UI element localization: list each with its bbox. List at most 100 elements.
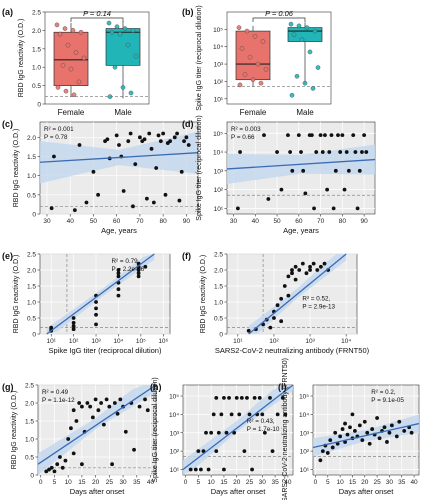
data-point	[290, 168, 295, 173]
data-point	[179, 169, 184, 174]
data-point	[163, 192, 168, 197]
y-tick-label: 10²	[214, 187, 224, 194]
data-point	[71, 408, 76, 413]
data-point	[116, 274, 121, 279]
y-tick-label: 0.5	[214, 316, 223, 323]
x-tick-label: 15	[78, 479, 86, 486]
y-axis-label: RBD IgG reactivity (O.D.)	[18, 19, 25, 98]
data-point	[325, 187, 330, 192]
data-point	[71, 451, 76, 456]
x-tick-label: 25	[373, 479, 381, 486]
data-point	[216, 430, 221, 435]
data-point	[365, 430, 370, 435]
data-point	[338, 434, 343, 439]
panel-e: (e) 0 0.5 1.0 1.5 2.0 2.5 RBD IgG reactivity (O…	[2, 251, 171, 355]
data-point	[293, 277, 298, 282]
data-point	[93, 397, 98, 402]
x-axis-label: Days after onset	[70, 487, 126, 496]
data-point	[214, 395, 219, 400]
data-point	[320, 150, 325, 154]
data-point	[328, 438, 333, 443]
x-tick-label: 25	[246, 479, 254, 486]
data-point	[409, 430, 414, 435]
data-point	[71, 320, 76, 325]
data-point	[327, 150, 332, 154]
data-point	[115, 411, 120, 416]
panel-label: (f)	[182, 251, 191, 261]
data-point	[71, 327, 76, 332]
data-point	[272, 316, 276, 320]
y-tick-label: 0.5	[27, 316, 36, 323]
y-axis-label: RBD IgG reactivity (O.D.)	[13, 255, 20, 334]
data-point	[299, 37, 305, 43]
y-tick-label: 10⁴	[213, 150, 223, 157]
box-female	[235, 30, 271, 81]
regression-line	[248, 253, 347, 335]
data-point	[344, 150, 349, 154]
x-axis-label: SARS2-CoV-2 neutralizing antibody (FRNT5…	[215, 346, 370, 355]
data-point	[314, 150, 319, 154]
stat-annotation: R² = 0.2,	[371, 389, 396, 396]
data-point	[126, 139, 131, 144]
x-tick-label: 60	[113, 218, 121, 225]
data-point	[47, 467, 51, 472]
data-point	[268, 325, 273, 330]
data-point	[58, 455, 62, 459]
y-tick-label: 10⁵	[299, 394, 309, 401]
x-tick-label: 15	[349, 479, 357, 486]
y-tick-label: 2.5	[214, 252, 223, 259]
x-tick-label: 5	[53, 479, 57, 486]
regression-line	[312, 422, 420, 449]
data-point	[340, 427, 345, 431]
x-axis-label: Days after onset	[211, 487, 267, 496]
data-point	[343, 421, 347, 426]
data-point	[389, 423, 394, 428]
data-point	[66, 437, 71, 441]
data-point	[353, 150, 358, 154]
data-point	[239, 46, 245, 51]
panel-g: (g) 0 0.5 1.0 1.5 2.0 2.5 RBD IgG reactivity (O…	[2, 382, 157, 496]
data-point	[296, 23, 302, 29]
data-point	[302, 80, 308, 86]
data-point	[105, 137, 110, 142]
x-tick-label: 0	[314, 479, 318, 486]
y-axis-label: RBD IgG reactivity (O.D.)	[13, 129, 20, 208]
stat-annotation: R² = 0.49	[42, 389, 69, 396]
data-point	[94, 306, 98, 311]
data-point	[307, 49, 313, 55]
data-point	[145, 408, 150, 413]
data-point	[242, 72, 248, 77]
data-point	[315, 268, 320, 272]
data-point	[325, 451, 330, 455]
data-point	[290, 271, 294, 276]
y-tick-label: 10²	[170, 449, 180, 456]
data-point	[308, 268, 312, 272]
x-tick-label: 10¹	[47, 338, 57, 345]
data-point	[117, 31, 123, 37]
y-tick-label: 10²	[300, 449, 310, 456]
x-tick-label: 70	[136, 218, 144, 225]
data-point	[252, 34, 258, 39]
data-point	[279, 296, 284, 301]
x-tick-label: 35	[271, 479, 279, 486]
data-point	[73, 50, 79, 55]
x-tick-label: 10	[336, 479, 344, 486]
data-point	[300, 261, 305, 266]
y-tick-label: 2.5	[27, 252, 36, 259]
data-point	[335, 441, 340, 446]
data-point	[63, 88, 69, 94]
data-point	[120, 85, 126, 90]
y-tick-label: 10⁴	[169, 412, 179, 419]
stat-annotation: R² = 0.001	[44, 126, 74, 133]
panel-label: (a)	[2, 7, 13, 17]
x-tick-label: 30	[119, 479, 127, 486]
data-point	[280, 395, 285, 400]
data-point	[367, 441, 372, 446]
data-point	[245, 395, 249, 400]
x-tick-label: 50	[90, 218, 98, 225]
y-axis-label: Spike IgG titer (reciprocal dilution)	[196, 115, 203, 220]
data-point	[288, 21, 294, 27]
data-point	[310, 86, 316, 91]
data-point	[161, 131, 166, 136]
panel-label: (h)	[150, 382, 162, 392]
